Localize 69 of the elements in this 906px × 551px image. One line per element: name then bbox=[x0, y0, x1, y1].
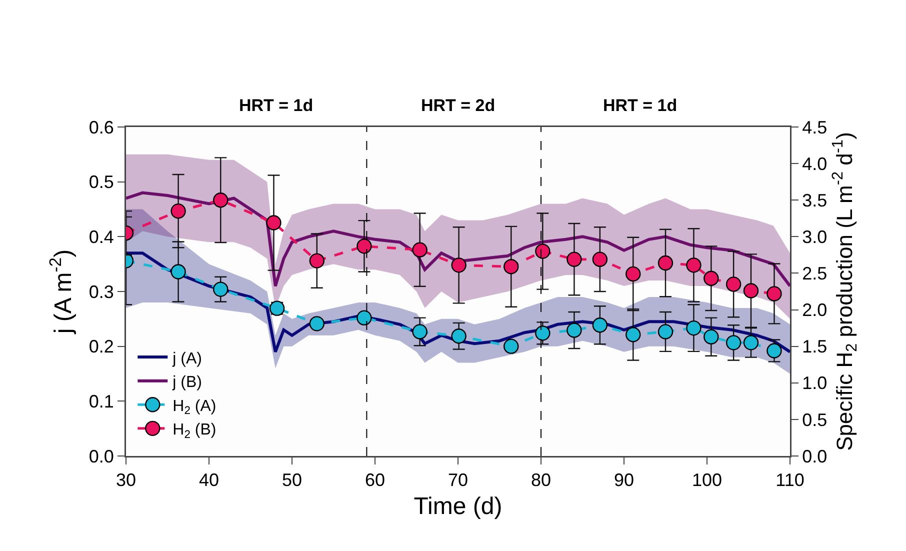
y-tick-label: 0.4 bbox=[88, 226, 114, 247]
x-tick-label: 100 bbox=[692, 470, 722, 490]
x-tick-label: 60 bbox=[364, 470, 386, 490]
y2-tick-label: 4.5 bbox=[802, 117, 828, 138]
point bbox=[766, 286, 782, 302]
point bbox=[726, 276, 742, 292]
point bbox=[412, 242, 428, 258]
x-tick-label: 30 bbox=[116, 470, 136, 490]
point bbox=[704, 270, 719, 286]
y2-tick-label: 1.0 bbox=[802, 373, 828, 394]
point bbox=[686, 258, 702, 273]
y-tick-label: 0.3 bbox=[88, 282, 114, 302]
point bbox=[566, 252, 582, 267]
x-axis-title: Time (d) bbox=[414, 493, 502, 520]
point bbox=[356, 238, 372, 254]
y2-tick-label: 0.0 bbox=[802, 446, 828, 466]
point bbox=[626, 266, 641, 282]
y2-tick-label: 3.5 bbox=[802, 190, 828, 210]
point bbox=[658, 324, 674, 340]
x-tick-label: 70 bbox=[448, 470, 468, 490]
y2-tick-label: 4.0 bbox=[802, 154, 828, 174]
point bbox=[743, 283, 759, 298]
point bbox=[504, 338, 519, 354]
point bbox=[504, 259, 519, 274]
point bbox=[658, 255, 674, 271]
point bbox=[592, 252, 608, 267]
y-tick-label: 0.6 bbox=[88, 117, 114, 138]
x-tick-label: 80 bbox=[530, 470, 552, 490]
point bbox=[213, 192, 228, 208]
y-tick-label: 0.2 bbox=[88, 336, 114, 357]
y2-tick-label: 2.5 bbox=[802, 264, 828, 284]
point bbox=[743, 335, 759, 350]
y2-tick-label: 2.0 bbox=[802, 300, 828, 320]
y-tick-label: 0.0 bbox=[88, 446, 114, 466]
point bbox=[592, 318, 608, 333]
text: HRT = 2d bbox=[421, 96, 496, 115]
legend-label: j (B) bbox=[172, 374, 202, 392]
y2-tick-label: 1.5 bbox=[802, 336, 828, 357]
x-tick-label: 40 bbox=[198, 470, 220, 490]
legend-label: j (A) bbox=[172, 350, 202, 368]
text: HRT = 1d bbox=[603, 96, 678, 115]
point bbox=[726, 335, 742, 350]
point bbox=[566, 322, 582, 338]
point bbox=[535, 244, 550, 259]
x-tick-label: 90 bbox=[614, 470, 634, 490]
y-tick-label: 0.1 bbox=[88, 391, 114, 412]
point bbox=[451, 328, 466, 344]
point bbox=[626, 327, 641, 342]
legend-label: H$_{2}$ (A) bbox=[172, 398, 216, 418]
point bbox=[356, 310, 372, 326]
legend-label: H$_{2}$ (B) bbox=[172, 422, 216, 442]
point bbox=[266, 215, 282, 230]
point bbox=[766, 343, 782, 358]
point bbox=[309, 316, 324, 332]
point bbox=[535, 326, 550, 341]
point bbox=[309, 253, 324, 268]
y2-tick-label: 3.0 bbox=[802, 226, 828, 247]
y-tick-label: 0.5 bbox=[88, 172, 114, 192]
y2-tick-label: 0.5 bbox=[802, 410, 828, 430]
point bbox=[686, 320, 702, 336]
point bbox=[170, 203, 186, 219]
point bbox=[451, 258, 466, 273]
point bbox=[412, 324, 428, 340]
text: HRT = 1d bbox=[239, 96, 314, 115]
point bbox=[704, 329, 719, 344]
x-tick-label: 110 bbox=[776, 470, 804, 490]
point bbox=[170, 264, 186, 280]
x-tick-label: 50 bbox=[282, 470, 302, 490]
point bbox=[213, 282, 228, 297]
